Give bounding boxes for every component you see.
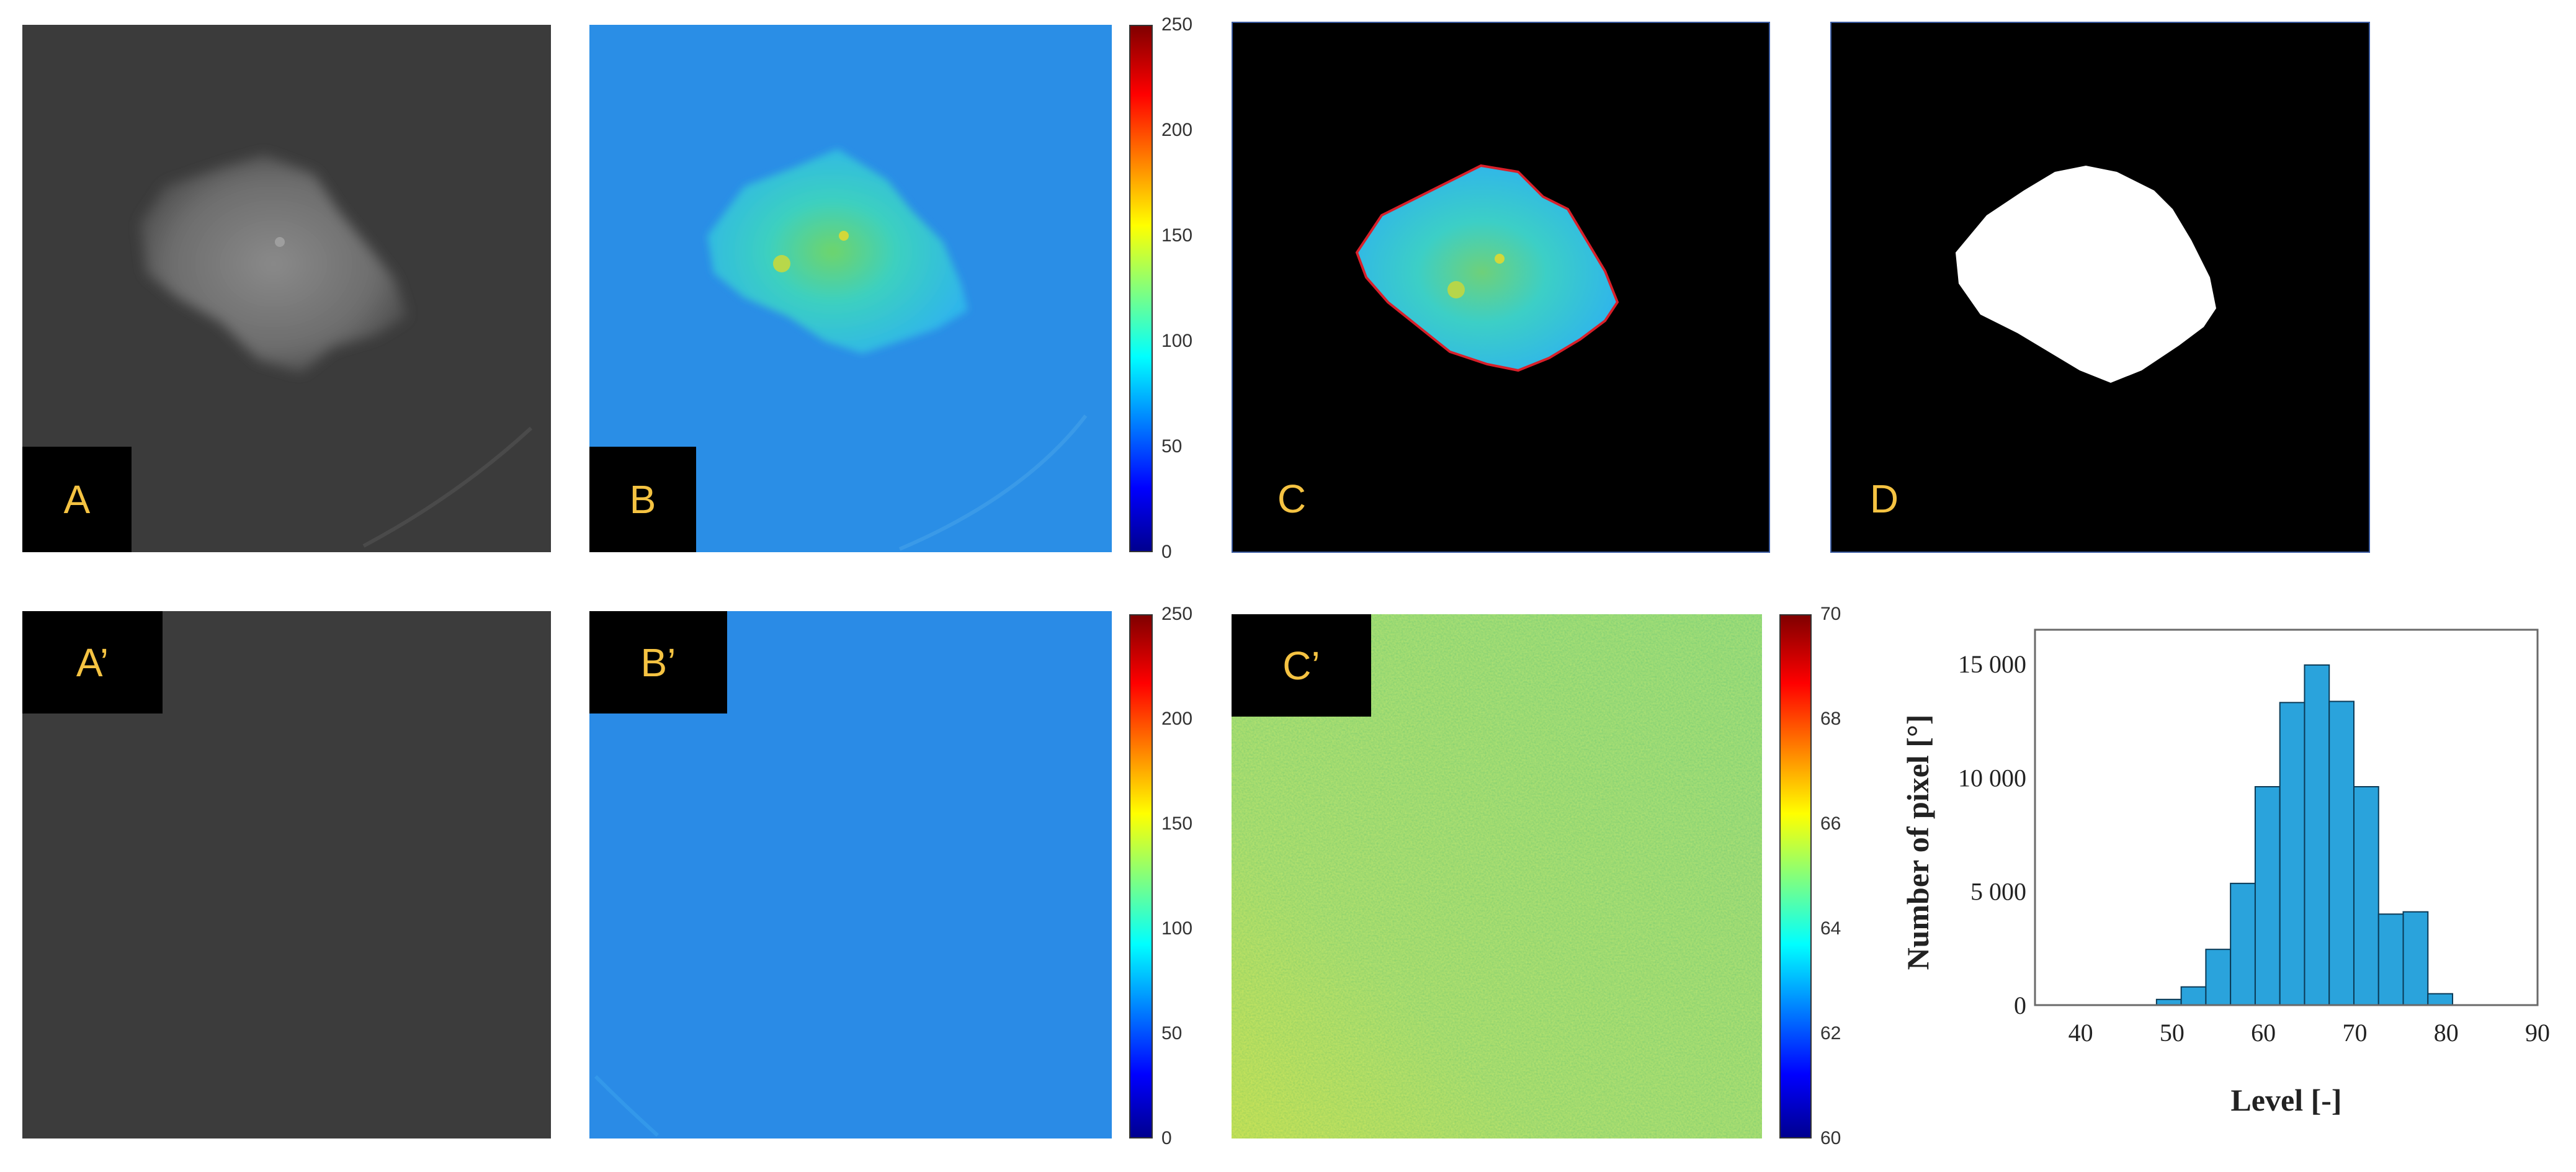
panel-label-c: C [1233,446,1351,552]
histogram-bar [2377,913,2404,1006]
histogram-bar [2279,702,2305,1006]
histogram-bar [2205,949,2232,1006]
panel-label-c-prime: C’ [1232,614,1371,717]
panel-d-binary-mask: D [1830,22,2370,553]
histogram-bar [2427,993,2454,1006]
colorbar-c-prime-tick: 62 [1820,1023,1841,1044]
colorbar-b-tick: 200 [1161,120,1193,140]
colorbar-b-tick: 0 [1161,542,1172,562]
histogram-bar [2304,664,2330,1006]
histogram-bar [2254,786,2281,1006]
panel-c-prime-noise-map: C’ [1232,614,1762,1138]
panel-label-a-prime: A’ [22,611,163,713]
colorbar-c-prime: 70 68 66 64 62 60 [1779,605,1872,1148]
histogram-x-tick-label: 60 [2251,1019,2276,1047]
histogram-bar [2353,786,2379,1006]
colorbar-c-prime-tick: 64 [1820,918,1841,939]
panel-label-d: D [1831,446,1937,552]
colorbar-b-prime-tick: 0 [1161,1128,1172,1148]
histogram-bar [2230,882,2256,1006]
panel-b-prime-color-mapped-image: B’ [589,611,1112,1138]
panel-c-segmented-image: C [1232,22,1770,553]
histogram-x-ticks: 40 50 60 70 80 90 [2068,1019,2550,1047]
colorbar-b-tick: 50 [1161,436,1183,457]
colorbar-c-prime-tick: 68 [1820,709,1841,729]
colorbar-b-tick: 150 [1161,225,1193,246]
histogram-x-axis-label: Level [-] [2230,1083,2341,1117]
colorbar-b-prime: 250 200 150 100 50 0 [1129,605,1222,1148]
histogram-x-tick-label: 70 [2342,1019,2367,1047]
histogram-bar [2180,986,2207,1006]
histogram-y-tick-label: 0 [2014,991,2026,1019]
colorbar-b-prime-gradient [1129,614,1153,1138]
histogram-bars [2108,664,2502,1006]
histogram-x-tick-label: 80 [2434,1019,2459,1047]
colorbar-b-tick: 250 [1161,14,1193,35]
colorbar-b-gradient [1129,25,1153,552]
histogram-y-tick-label: 15 000 [1958,650,2026,678]
histogram-x-tick-label: 40 [2068,1019,2093,1047]
colorbar-c-prime-tick: 60 [1820,1128,1841,1148]
histogram-x-tick-label: 90 [2525,1019,2550,1047]
panel-label-a: A [22,447,132,552]
histogram-plot-frame [2034,628,2539,1006]
colorbar-b-prime-tick: 100 [1161,918,1193,939]
colorbar-b-prime-tick: 250 [1161,604,1193,624]
panel-a-prime-grayscale-image: A’ [22,611,551,1138]
histogram-y-axis-label: Number of pixel [°] [1900,714,1935,970]
histogram-bar [2328,700,2355,1006]
colorbar-c-prime-gradient [1779,614,1812,1138]
histogram-y-ticks: 0 5 000 10 000 15 000 [1958,650,2026,1019]
histogram-y-tick-label: 10 000 [1958,764,2026,792]
histogram-bar [2402,911,2429,1006]
histogram-y-tick-label: 5 000 [1970,878,2026,906]
panel-label-b: B [589,447,696,552]
colorbar-c-prime-tick: 66 [1820,813,1841,834]
colorbar-b-prime-tick: 200 [1161,709,1193,729]
colorbar-b-tick: 100 [1161,331,1193,351]
histogram-x-tick-label: 50 [2160,1019,2185,1047]
colorbar-b: 250 200 150 100 50 0 [1129,16,1222,561]
level-histogram-chart: 40 50 60 70 80 90 0 5 000 10 000 15 000 Level [-… [1900,628,2550,1117]
panel-label-b-prime: B’ [589,611,727,713]
panel-b-color-mapped-image: B [589,25,1112,552]
jet-colormap-blob-image [589,25,1112,552]
colorbar-c-prime-tick: 70 [1820,604,1841,624]
colorbar-b-prime-tick: 150 [1161,813,1193,834]
panel-a-grayscale-image: A [22,25,551,552]
colorbar-b-prime-tick: 50 [1161,1023,1183,1044]
